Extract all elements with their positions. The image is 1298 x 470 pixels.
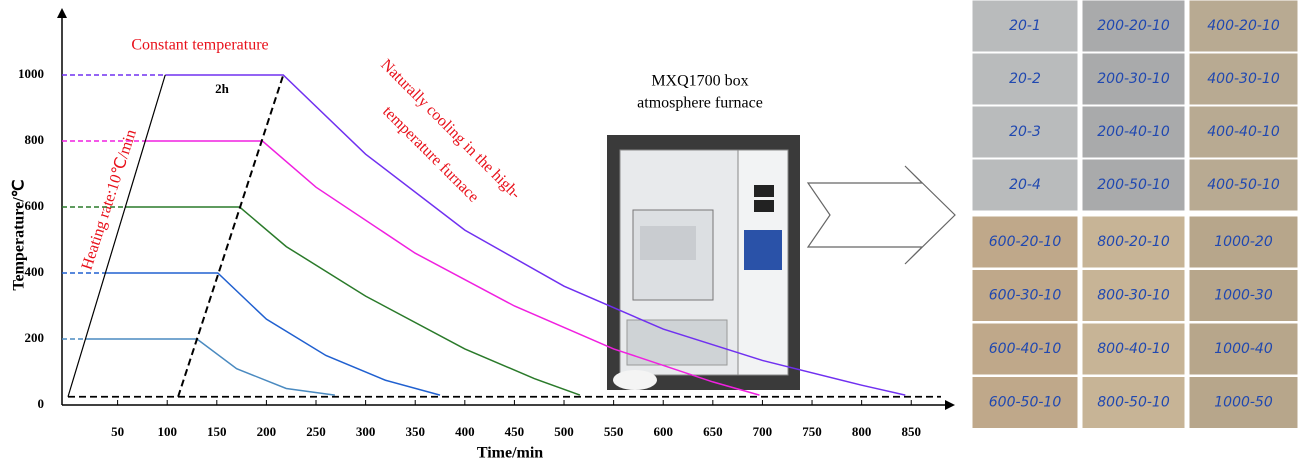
sample-label: 800-40-10 — [1097, 341, 1170, 357]
x-tick-label: 250 — [306, 424, 326, 439]
sample-photo — [971, 105, 1079, 159]
x-tick-label: 200 — [257, 424, 277, 439]
sample-label: 800-20-10 — [1097, 234, 1170, 250]
y-axis-label: Temperature/℃ — [11, 179, 28, 290]
sample-photo — [971, 322, 1079, 376]
chart-annotation: Constant temperature — [131, 37, 268, 54]
x-tick-label: 550 — [604, 424, 624, 439]
x-tick-label: 450 — [505, 424, 525, 439]
y-tick-label: 0 — [38, 396, 45, 411]
x-tick-label: 850 — [901, 424, 921, 439]
sample-label: 1000-40 — [1214, 341, 1273, 357]
x-tick-label: 100 — [157, 424, 177, 439]
sample-label: 20-4 — [1009, 177, 1041, 193]
sample-label: 600-50-10 — [989, 395, 1062, 411]
sample-label: 800-30-10 — [1097, 288, 1170, 304]
furnace-photo — [607, 135, 800, 390]
sample-label: 400-20-10 — [1207, 18, 1280, 34]
sample-label: 1000-20 — [1214, 234, 1273, 250]
x-axis-arrow — [945, 400, 955, 410]
y-axis-arrow — [57, 8, 67, 18]
x-tick-label: 400 — [455, 424, 475, 439]
x-tick-label: 800 — [852, 424, 872, 439]
sample-photo — [1188, 52, 1298, 106]
sample-label: 1000-30 — [1214, 288, 1273, 304]
x-tick-label: 650 — [703, 424, 723, 439]
sample-label: 400-40-10 — [1207, 124, 1280, 140]
x-tick-label: 500 — [554, 424, 574, 439]
sample-label: 200-40-10 — [1097, 124, 1170, 140]
sample-photo — [1081, 0, 1186, 53]
chart-annotation: Heating rate:10℃/min — [79, 128, 140, 272]
sample-photo — [1188, 158, 1298, 212]
sample-photo — [1188, 215, 1298, 269]
x-tick-label: 150 — [207, 424, 227, 439]
sample-photo — [1081, 269, 1186, 322]
sample-photo — [971, 158, 1079, 212]
sample-label: 600-30-10 — [989, 288, 1062, 304]
x-tick-label: 50 — [111, 424, 124, 439]
chart-annotation: MXQ1700 box — [651, 73, 748, 90]
y-tick-label: 400 — [25, 264, 45, 279]
sample-photo — [1081, 158, 1186, 212]
sample-photo — [971, 0, 1079, 53]
x-axis-label: Time/min — [477, 445, 543, 462]
sample-label: 400-50-10 — [1207, 177, 1280, 193]
series-line — [165, 74, 906, 396]
sample-photo — [1188, 0, 1298, 53]
sample-label: 600-40-10 — [989, 341, 1062, 357]
sample-photo — [1081, 52, 1186, 106]
x-tick-label: 700 — [753, 424, 773, 439]
sample-label: 800-50-10 — [1097, 395, 1170, 411]
hold-end-line — [177, 74, 285, 398]
x-tick-label: 350 — [405, 424, 425, 439]
sample-label: 200-50-10 — [1097, 177, 1170, 193]
y-tick-label: 800 — [25, 132, 45, 147]
sample-label: 600-20-10 — [989, 234, 1062, 250]
y-tick-label: 1000 — [18, 66, 44, 81]
sample-label: 1000-50 — [1214, 395, 1273, 411]
sample-photo — [1188, 376, 1298, 429]
sample-photo — [1188, 105, 1298, 159]
sample-photo — [1081, 105, 1186, 159]
sample-label: 200-30-10 — [1097, 71, 1170, 87]
arrow — [806, 165, 956, 265]
sample-photo — [971, 215, 1079, 269]
sample-label: 400-30-10 — [1207, 71, 1280, 87]
sample-label: 20-3 — [1009, 124, 1041, 140]
y-tick-label: 600 — [25, 198, 45, 213]
series-line — [105, 272, 441, 396]
sample-photo — [971, 376, 1079, 429]
sample-photo — [971, 269, 1079, 322]
sample-label: 200-20-10 — [1097, 18, 1170, 34]
chart-annotation: atmosphere furnace — [637, 95, 763, 112]
heating-line — [67, 74, 166, 397]
chart-annotation: 2h — [215, 81, 230, 96]
sample-photo — [1081, 215, 1186, 269]
sample-photo — [1081, 376, 1186, 429]
x-tick-label: 600 — [653, 424, 673, 439]
sample-photo — [1188, 269, 1298, 322]
sample-photo — [971, 52, 1079, 106]
sample-label: 20-1 — [1009, 18, 1041, 34]
sample-label: 20-2 — [1009, 71, 1041, 87]
x-tick-label: 750 — [802, 424, 822, 439]
sample-photo — [1081, 322, 1186, 376]
series-line — [85, 338, 335, 396]
series-line — [145, 140, 760, 396]
y-tick-label: 200 — [25, 330, 45, 345]
x-tick-label: 300 — [356, 424, 376, 439]
sample-photo — [1188, 322, 1298, 376]
